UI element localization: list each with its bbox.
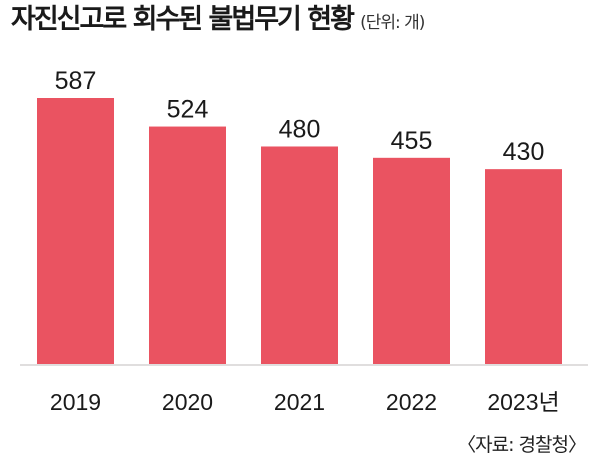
title-row: 자진신고로 회수된 불법무기 현황 (단위: 개) [11,4,425,35]
bar-2022 [373,157,450,364]
value-label-2020: 524 [167,96,209,124]
chart-title: 자진신고로 회수된 불법무기 현황 [11,4,355,35]
source-label: 〈자료: 경찰청〉 [457,434,587,456]
category-label-2022: 2022 [386,389,437,415]
value-label-2023년: 430 [503,138,545,166]
value-label-2021: 480 [279,115,321,143]
unit-label: (단위: 개) [360,13,425,33]
category-label-2021: 2021 [274,389,325,415]
value-label-2019: 587 [55,67,97,95]
bar-2023년 [485,169,562,364]
value-label-2022: 455 [391,127,433,155]
category-label-2020: 2020 [162,389,213,415]
bar-2019 [37,98,114,364]
bar-2020 [149,126,226,364]
category-labels-group: 2019 2020 2021 2022 2023년 [50,389,560,415]
category-label-2019: 2019 [50,389,101,415]
value-labels-group: 587 524 480 455 430 [55,67,545,166]
bars-group [20,98,588,366]
category-label-2023년: 2023년 [487,389,559,415]
bar-2021 [261,146,338,364]
